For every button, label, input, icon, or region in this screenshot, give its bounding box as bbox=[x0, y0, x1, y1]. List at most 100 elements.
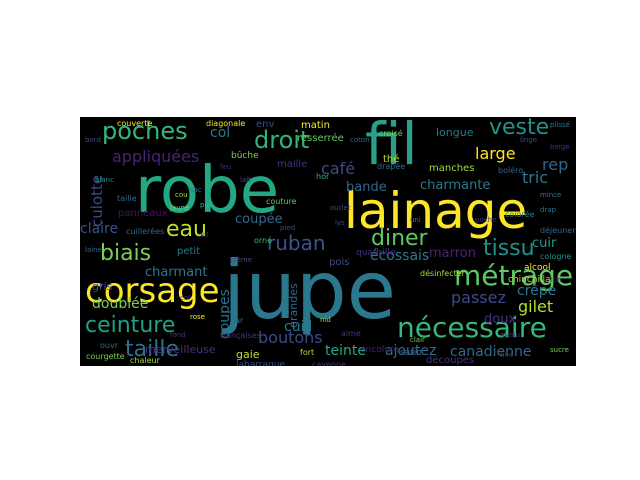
word: tric bbox=[522, 168, 549, 187]
word: tissu bbox=[483, 236, 535, 261]
word: chinchilla bbox=[508, 275, 551, 285]
word: couture bbox=[266, 197, 297, 206]
word: aime bbox=[341, 329, 361, 338]
word: jupe bbox=[223, 244, 396, 337]
word: nid bbox=[320, 316, 331, 324]
word: poche bbox=[475, 216, 497, 224]
word: large bbox=[475, 144, 516, 163]
word: cuill bbox=[284, 319, 313, 335]
word: charmant bbox=[145, 265, 208, 280]
word: tar bbox=[232, 316, 244, 325]
word: rose bbox=[190, 313, 205, 321]
word: encolure bbox=[360, 345, 399, 355]
word: drapée bbox=[377, 162, 406, 171]
word: pull bbox=[200, 201, 213, 209]
word: drap bbox=[540, 206, 557, 214]
word: métrage bbox=[454, 259, 574, 292]
word: doux bbox=[484, 312, 517, 327]
word: panneaux bbox=[118, 208, 168, 219]
word: fond bbox=[170, 331, 186, 339]
word: col bbox=[210, 125, 231, 141]
word: cuir bbox=[532, 236, 557, 251]
word: colorée bbox=[505, 210, 535, 219]
word: orné bbox=[254, 236, 273, 245]
word: désinfecter bbox=[420, 269, 465, 278]
word: rep bbox=[542, 155, 569, 174]
word-cloud: jupe robe fil lainage corsage métrage nécessai… bbox=[80, 117, 576, 366]
word: claire bbox=[80, 221, 119, 237]
word: lys bbox=[335, 219, 345, 227]
word: menu bbox=[500, 331, 520, 339]
word: ruban bbox=[267, 231, 326, 255]
word: lainage bbox=[344, 182, 528, 240]
word: ajoutez bbox=[385, 343, 437, 359]
word: appliquées bbox=[112, 147, 200, 166]
word: découpes bbox=[426, 355, 475, 366]
word: petit bbox=[177, 246, 201, 257]
word: eau bbox=[166, 217, 207, 242]
word: vif bbox=[200, 231, 209, 239]
word: doublée bbox=[92, 296, 149, 312]
word: crème bbox=[230, 256, 253, 264]
word: quadrille bbox=[356, 248, 396, 258]
word: cayenne bbox=[312, 360, 347, 367]
word: passez bbox=[451, 288, 506, 307]
word: clair bbox=[410, 336, 425, 344]
word: boutons bbox=[258, 328, 323, 347]
word: françaises bbox=[220, 331, 261, 340]
word: déjeuner bbox=[540, 226, 576, 235]
word: écossais bbox=[370, 248, 430, 264]
word: mince bbox=[540, 191, 562, 199]
word: matin bbox=[301, 120, 330, 131]
word: cuillerées bbox=[126, 227, 165, 236]
word: sucre bbox=[550, 346, 569, 354]
word: feu bbox=[220, 163, 232, 171]
word: resserrée bbox=[297, 133, 344, 144]
word: col bbox=[180, 294, 191, 302]
word: robe bbox=[135, 154, 280, 228]
word: veste bbox=[489, 117, 550, 140]
word: hor bbox=[316, 172, 330, 181]
word: diagonale bbox=[206, 119, 246, 128]
word: pied bbox=[280, 224, 296, 232]
word: plissé bbox=[550, 121, 570, 129]
word: uni bbox=[410, 216, 421, 224]
word: fine bbox=[500, 351, 514, 359]
word: fort bbox=[300, 348, 315, 357]
word: nécessaire bbox=[397, 311, 547, 344]
word: ton bbox=[550, 276, 562, 284]
word: laine bbox=[85, 246, 102, 254]
word: cou bbox=[175, 191, 188, 199]
word: blanc bbox=[95, 176, 114, 184]
word: gilet bbox=[518, 297, 554, 316]
word: crêpe bbox=[517, 283, 557, 299]
word: sac bbox=[190, 186, 202, 194]
word: alcool bbox=[524, 263, 551, 273]
word: courgette bbox=[86, 352, 125, 361]
word: biais bbox=[100, 241, 152, 266]
word: linge bbox=[520, 136, 538, 144]
word: thé bbox=[383, 154, 400, 165]
word: bande bbox=[346, 180, 387, 195]
word: marron bbox=[429, 246, 476, 261]
word: taille bbox=[125, 337, 179, 362]
word: croisé bbox=[379, 129, 403, 138]
word: satin bbox=[400, 348, 422, 358]
word: canadienne bbox=[450, 344, 532, 360]
word: longue bbox=[436, 126, 474, 139]
word: merveilleuse bbox=[145, 343, 216, 356]
word: taille bbox=[117, 194, 137, 203]
word: diner bbox=[371, 226, 428, 251]
word: bord bbox=[85, 136, 101, 144]
word: boléro bbox=[498, 166, 524, 175]
word: ceinture bbox=[85, 313, 176, 338]
word: coton bbox=[350, 136, 370, 144]
word: corsage bbox=[85, 271, 220, 311]
word: droit bbox=[254, 126, 310, 154]
word: beige bbox=[550, 143, 570, 151]
word: charmante bbox=[420, 178, 491, 193]
word: fil bbox=[365, 117, 418, 178]
word: ourlet bbox=[330, 204, 351, 212]
word: teinte bbox=[325, 343, 366, 359]
word: manches bbox=[429, 163, 475, 174]
